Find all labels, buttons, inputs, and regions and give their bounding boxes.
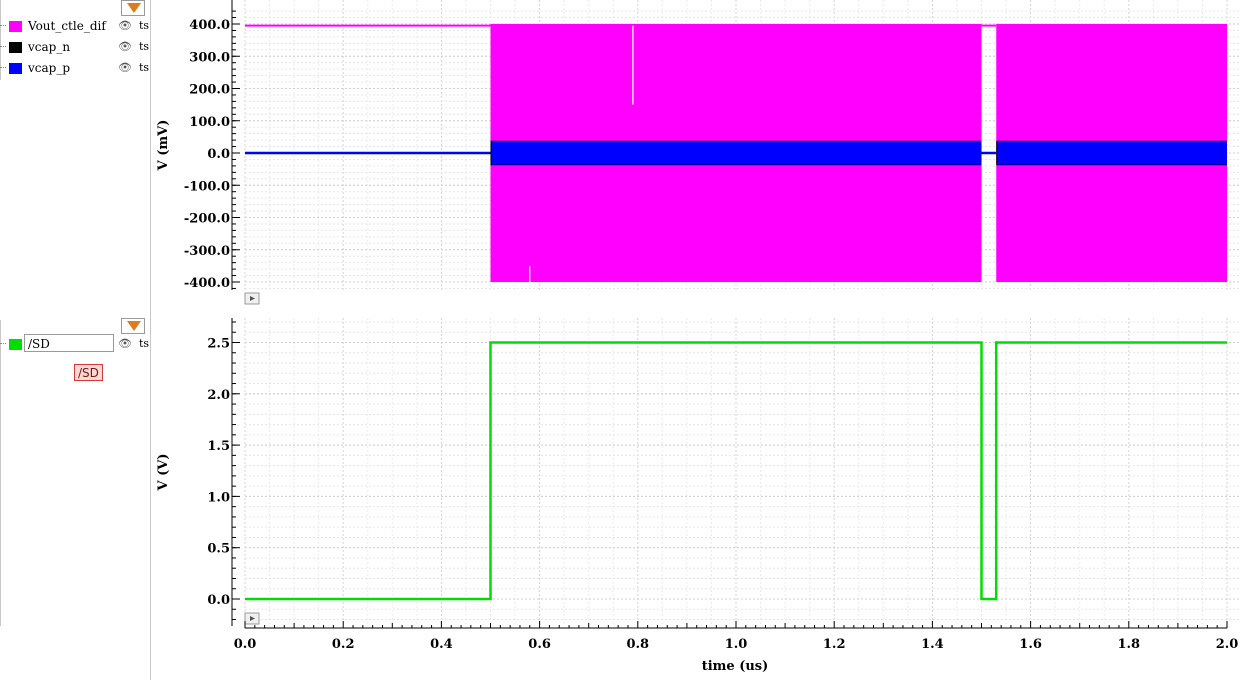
legend-item-vcap-n[interactable]: vcap_n 👁 ts [0,38,150,56]
y-tick-label: 300.0 [189,50,230,65]
tree-connector [0,46,6,47]
signal-tag[interactable]: /SD [74,364,103,381]
y-tick-label: -300.0 [184,244,230,259]
eye-icon[interactable]: 👁 [118,61,132,74]
trace-ts-label: ts [139,19,150,32]
y-tick-label: 0.5 [207,542,230,557]
x-tick-label: 1.4 [921,637,944,652]
legend-item-sd[interactable]: /SD 👁 ts [0,335,150,353]
eye-icon[interactable]: 👁 [118,40,132,53]
legend-item-vcap-p[interactable]: vcap_p 👁 ts [0,59,150,77]
trace-sd [245,341,1227,601]
top-traces [245,24,1227,282]
trace-name: vcap_p [28,61,71,75]
trace-color-swatch [9,63,22,74]
trace-ts-label: ts [139,337,150,350]
legend-item-vout-ctle-dif[interactable]: Vout_ctle_dif 👁 ts [0,17,150,35]
x-tick-label: 1.2 [823,637,846,652]
group-divider [0,320,1,626]
axes: 400.0 300.0 200.0 100.0 0.0 -100.0 -200.0 -300.… [156,0,1238,674]
y-tick-label: -400.0 [184,276,230,291]
play-icon [250,616,255,621]
tree-connector [0,343,6,344]
trace-vcap-p-band [491,141,982,165]
trace-name: Vout_ctle_dif [28,19,106,33]
x-tick-label: 0.6 [528,637,551,652]
y-tick-label: -200.0 [184,212,230,227]
y-tick-label: 0.0 [207,147,230,162]
x-tick-label: 1.8 [1117,637,1140,652]
trace-name: /SD [28,337,50,351]
y-tick-label: 2.0 [207,388,230,403]
eye-icon[interactable]: 👁 [118,337,132,350]
y-tick-label: 100.0 [189,115,230,130]
tree-connector [0,25,6,26]
x-tick-label: 2.0 [1216,637,1239,652]
trace-vcap-p-band [997,141,1227,165]
trace-legend-panel: Vout_ctle_dif 👁 ts vcap_n 👁 ts vcap_p 👁 … [0,0,151,680]
tree-connector [0,67,6,68]
x-tick-label: 0.4 [430,637,453,652]
eye-icon[interactable]: 👁 [118,19,132,32]
x-tick-label: 1.0 [725,637,748,652]
group-divider [0,0,1,80]
top-filter-button[interactable] [121,0,145,16]
bottom-filter-button[interactable] [121,318,145,334]
trace-color-swatch [9,42,22,53]
filter-icon [127,3,141,13]
bottom-grid [244,318,1240,626]
y-axis-label: V (V) [156,453,171,491]
y-tick-label: -100.0 [184,179,230,194]
trace-ts-label: ts [139,40,150,53]
x-axis-label: time (us) [702,659,769,674]
y-axis-label: V (mV) [156,120,171,172]
trace-ts-label: ts [139,61,150,74]
play-icon [250,296,255,301]
y-tick-label: 0.0 [207,593,230,608]
x-tick-label: 0.8 [626,637,649,652]
x-tick-label: 0.2 [332,637,355,652]
y-tick-label: 200.0 [189,83,230,98]
y-tick-label: 1.5 [207,439,230,454]
trace-name-edit-box[interactable] [24,334,114,352]
trace-name: vcap_n [28,40,71,54]
filter-icon [127,321,141,331]
x-tick-label: 0.0 [234,637,257,652]
bottom-traces [245,341,1227,601]
y-tick-label: 2.5 [207,337,230,352]
y-tick-label: 1.0 [207,490,230,505]
trace-color-swatch [9,339,22,350]
x-tick-label: 1.6 [1019,637,1042,652]
y-tick-label: 400.0 [189,18,230,33]
trace-color-swatch [9,21,22,32]
